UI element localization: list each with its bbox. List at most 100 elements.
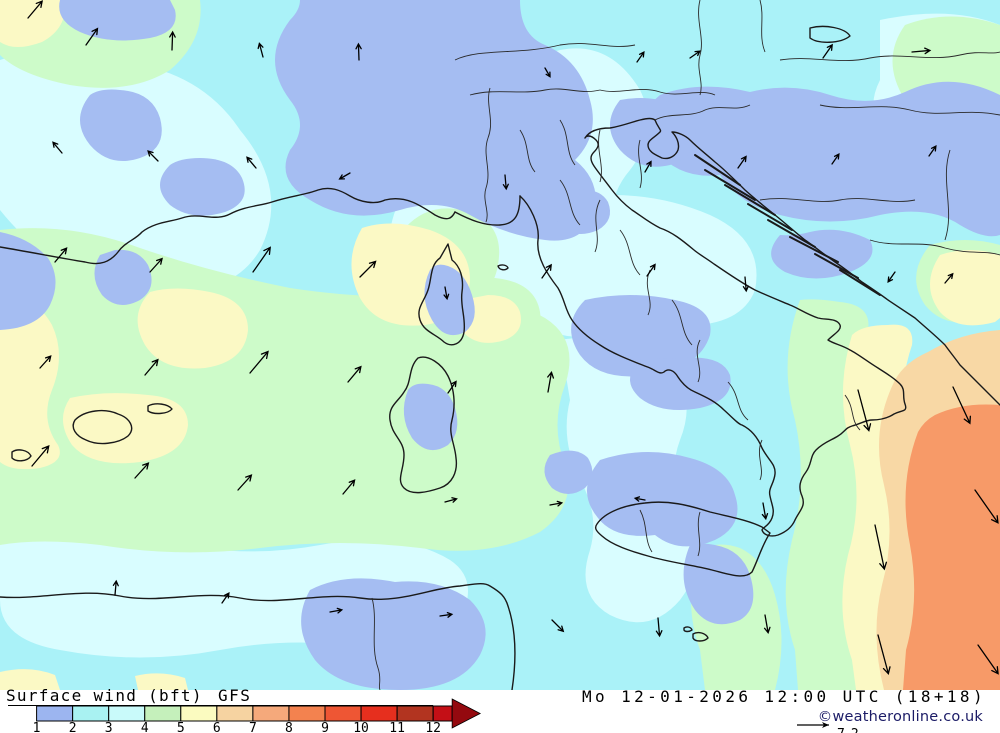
coastline xyxy=(418,243,466,346)
border-line xyxy=(779,51,1000,62)
wind-arrow xyxy=(547,370,555,393)
wind-arrow xyxy=(31,445,50,467)
wind-arrow xyxy=(551,619,565,633)
wind-region-bft5 xyxy=(135,673,188,690)
island-sliver xyxy=(789,236,839,263)
border-line xyxy=(519,129,536,173)
copyright-link[interactable]: ©weatheronline.co.uk xyxy=(817,709,983,725)
country-borders xyxy=(371,0,1000,690)
wind-arrow xyxy=(439,611,454,618)
scale-arrowhead xyxy=(451,698,482,729)
wind-region-bft1 xyxy=(544,450,593,494)
wind-arrow xyxy=(544,67,551,78)
wind-arrow xyxy=(502,174,509,191)
scale-tick-label: 8 xyxy=(285,721,293,733)
wind-region-bft1 xyxy=(586,451,738,547)
wind-region-bft5 xyxy=(62,393,188,464)
wind-arrow xyxy=(144,358,159,376)
wind-arrow xyxy=(112,579,119,596)
border-line xyxy=(671,299,693,346)
wind-arrow xyxy=(169,30,176,51)
border-line xyxy=(654,104,751,121)
wind-region-bft1 xyxy=(683,543,754,625)
wind-arrow xyxy=(655,617,663,638)
wind-speed-regions xyxy=(0,0,1000,690)
border-line xyxy=(639,509,653,553)
wind-arrow xyxy=(359,260,377,278)
coastline xyxy=(809,25,851,43)
wind-region-bft1 xyxy=(275,0,596,241)
wind-arrow xyxy=(52,141,63,154)
wind-region-bft5 xyxy=(0,0,66,47)
border-line xyxy=(697,511,701,557)
wind-arrow xyxy=(134,462,150,479)
map-title: Surface wind (bft) xyxy=(6,686,203,705)
coastline xyxy=(0,583,516,690)
border-line xyxy=(469,88,601,96)
wind-arrow xyxy=(974,489,999,524)
wind-region-bft5 xyxy=(0,669,60,690)
coastlines xyxy=(0,25,1000,690)
wind-arrow xyxy=(447,380,457,394)
wind-region-bft1 xyxy=(94,249,152,305)
island-sliver xyxy=(814,253,859,279)
model-label: GFS xyxy=(218,686,252,705)
scale-tick-label: 2 xyxy=(69,721,77,733)
coastline xyxy=(594,501,771,577)
wind-arrow xyxy=(149,257,163,273)
coastline xyxy=(389,356,458,494)
wind-arrow xyxy=(763,614,771,635)
forecast-map xyxy=(0,0,1000,690)
wind-arrow xyxy=(54,247,68,263)
wind-arrow xyxy=(85,27,99,46)
border-line xyxy=(758,439,763,481)
wind-arrow xyxy=(329,607,344,614)
border-line xyxy=(698,0,702,96)
border-line xyxy=(696,339,701,383)
wind-arrow xyxy=(246,156,257,169)
wind-arrow xyxy=(355,42,362,61)
scale-box-5 xyxy=(180,705,218,722)
scale-tick-label: 11 xyxy=(389,721,405,733)
border-line xyxy=(638,139,642,189)
wind-arrow xyxy=(952,386,971,425)
wind-region-bft5 xyxy=(0,288,60,470)
wind-arrow xyxy=(911,47,932,55)
copyright-underline-arrow xyxy=(797,722,829,728)
beaufort-color-scale: 1 2 3 4 5 6 7 8 9 10 11 12 xyxy=(8,698,482,733)
scale-box-12 xyxy=(432,705,453,722)
border-line xyxy=(454,43,636,61)
wind-arrow xyxy=(742,276,749,293)
island-sliver xyxy=(724,184,776,216)
scale-tick-label: 7 xyxy=(249,721,257,733)
wind-arrow xyxy=(646,263,656,277)
valid-datetime: Mo 12-01-2026 12:00 UTC (18+18) xyxy=(581,687,986,706)
wind-region-bft1 xyxy=(301,578,486,690)
wind-arrow xyxy=(977,644,999,675)
scale-box-2 xyxy=(72,705,110,722)
scale-box-1 xyxy=(36,705,74,722)
wind-arrow xyxy=(887,271,896,283)
wind-arrow xyxy=(857,389,872,432)
wind-arrow xyxy=(689,50,701,59)
wind-arrow xyxy=(761,502,769,521)
scale-tick-label: 9 xyxy=(321,721,329,733)
border-line xyxy=(759,0,766,53)
wind-arrow xyxy=(444,497,458,503)
wind-arrow xyxy=(27,0,44,19)
border-line xyxy=(844,394,861,431)
wind-arrow xyxy=(257,42,264,58)
wind-arrow xyxy=(221,592,230,604)
wind-arrow xyxy=(443,286,450,301)
wind-region-bft1 xyxy=(643,81,1000,237)
scale-tick-label: 6 xyxy=(213,721,221,733)
coastline xyxy=(454,195,521,226)
wind-arrow xyxy=(831,153,840,165)
clipped-bottom-text: 72 xyxy=(837,727,865,733)
border-line xyxy=(371,597,381,690)
coastline xyxy=(0,187,456,265)
scale-box-7 xyxy=(252,705,290,722)
scale-tick-label: 12 xyxy=(425,721,441,733)
wind-region-bft5 xyxy=(137,288,248,369)
